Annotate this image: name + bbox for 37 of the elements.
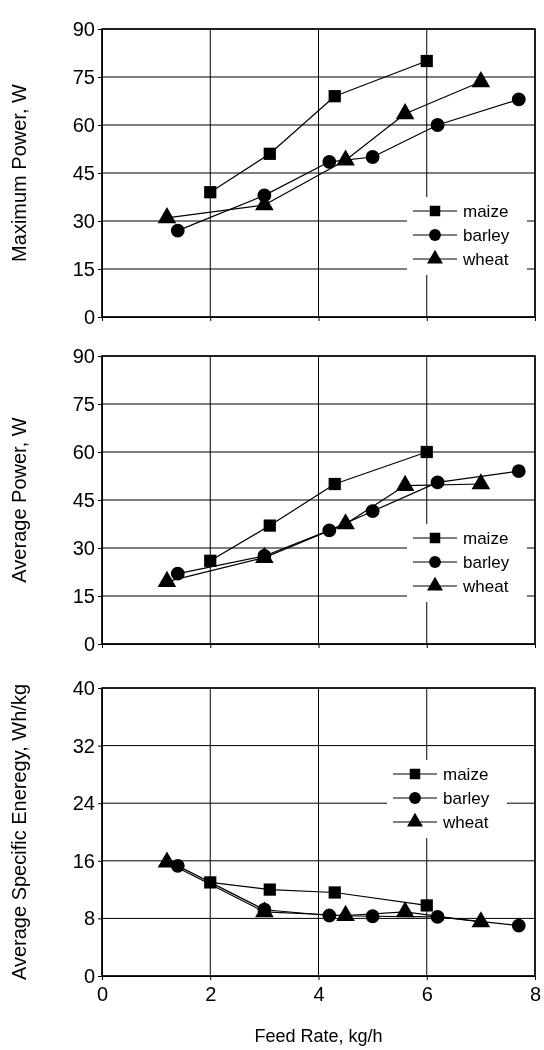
y-tick-label: 90 [72, 17, 95, 40]
legend-label: maize [463, 202, 509, 221]
y-tick-label: 0 [83, 305, 95, 328]
legend-label: barley [463, 553, 510, 572]
y-tick-label: 0 [83, 632, 95, 655]
y-tick-label: 60 [72, 440, 95, 463]
y-tick-label: 75 [72, 392, 95, 415]
y-tick-label: 0 [83, 964, 95, 987]
y-tick-label: 32 [72, 734, 95, 757]
x-axis-title: Feed Rate, kg/h [254, 1026, 383, 1046]
y-tick-label: 30 [72, 209, 95, 232]
legend-label: wheat [462, 250, 509, 269]
legend-label: maize [463, 529, 509, 548]
y-axis-title: Average Specific Eneregy, Wh/kg [8, 683, 30, 981]
legend-label: maize [443, 765, 489, 784]
legend-label: barley [443, 789, 490, 808]
legend-label: wheat [442, 813, 489, 832]
y-axis-title: Average Power, W [8, 417, 30, 583]
x-tick-label: 6 [421, 983, 433, 1005]
y-tick-label: 45 [72, 488, 95, 511]
y-tick-label: 90 [72, 344, 95, 367]
legend-label: barley [463, 226, 510, 245]
y-tick-label: 75 [72, 65, 95, 88]
y-tick-label: 15 [72, 257, 95, 280]
y-tick-label: 8 [83, 907, 95, 930]
y-tick-label: 16 [72, 849, 95, 872]
x-tick-label: 4 [313, 983, 325, 1005]
legend-label: wheat [462, 577, 509, 596]
y-tick-label: 15 [72, 584, 95, 607]
y-axis-title: Maximum Power, W [8, 83, 30, 262]
y-tick-label: 24 [72, 792, 95, 815]
y-tick-label: 30 [72, 536, 95, 559]
y-tick-label: 45 [72, 161, 95, 184]
x-tick-label: 8 [529, 983, 542, 1005]
y-tick-label: 60 [72, 113, 95, 136]
y-tick-label: 40 [72, 676, 95, 699]
x-tick-label: 2 [205, 983, 217, 1005]
